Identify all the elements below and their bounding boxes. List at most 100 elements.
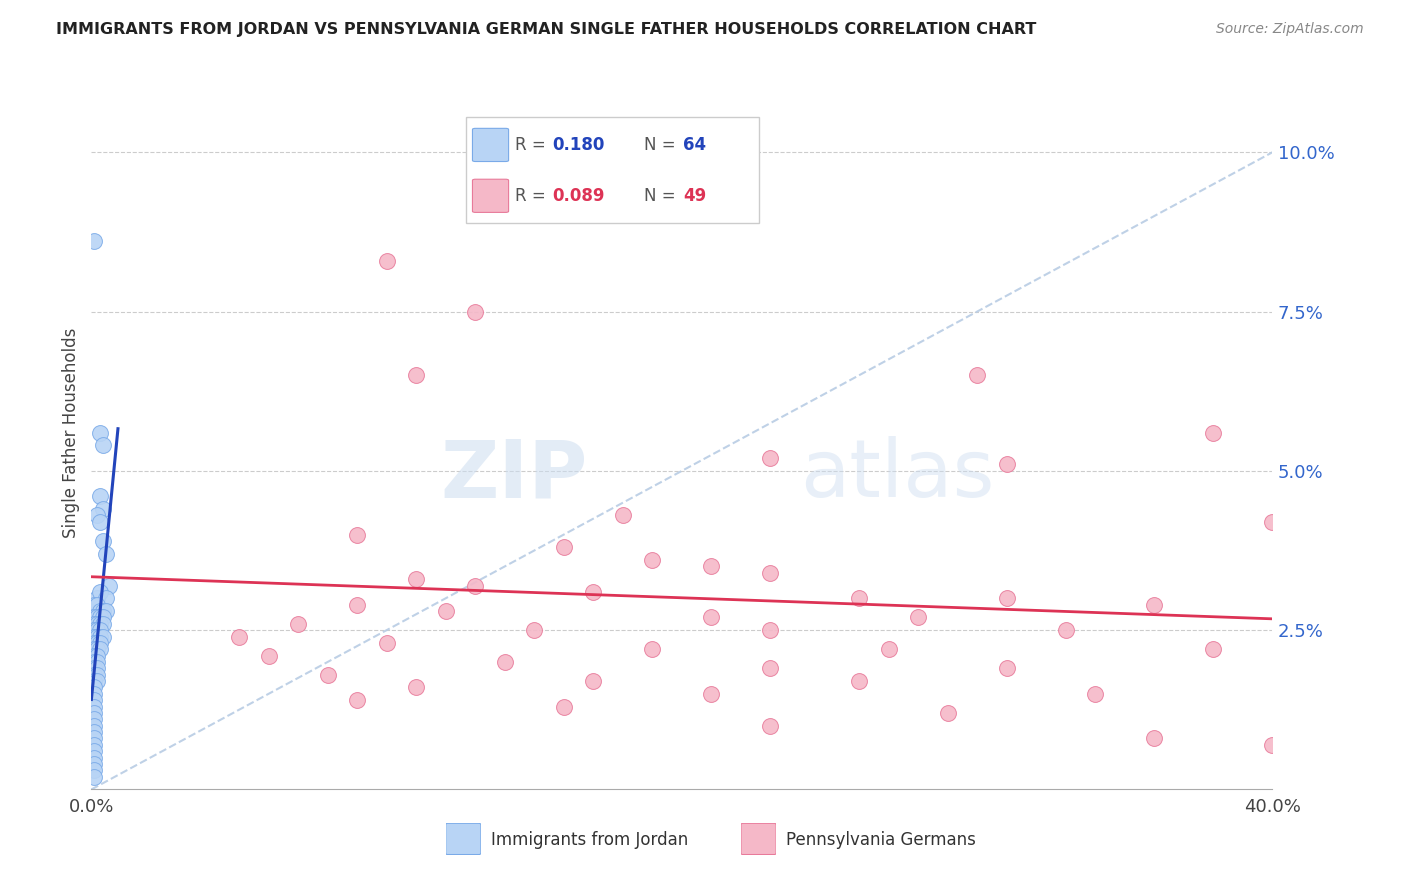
Point <box>83 744 105 758</box>
Point <box>86 674 108 689</box>
Point <box>700 687 723 701</box>
Point <box>641 642 664 657</box>
Point <box>83 770 105 784</box>
Point <box>83 598 105 612</box>
Point <box>86 616 108 631</box>
Point <box>346 598 368 612</box>
Point <box>848 674 870 689</box>
Point <box>434 604 457 618</box>
Point <box>1084 687 1107 701</box>
Point <box>1143 598 1166 612</box>
FancyBboxPatch shape <box>446 823 481 855</box>
Point <box>494 655 516 669</box>
Point <box>89 610 111 624</box>
Point <box>523 623 546 637</box>
Point <box>641 553 664 567</box>
Point <box>228 630 250 644</box>
Point <box>86 623 108 637</box>
Point <box>405 368 427 383</box>
Point <box>700 610 723 624</box>
Text: Source: ZipAtlas.com: Source: ZipAtlas.com <box>1216 22 1364 37</box>
Point <box>89 425 111 440</box>
Point <box>83 642 105 657</box>
Text: 0.180: 0.180 <box>553 136 605 154</box>
Y-axis label: Single Father Households: Single Father Households <box>62 327 80 538</box>
Point <box>1261 738 1284 752</box>
Point <box>91 438 114 452</box>
Point <box>83 712 105 726</box>
Point <box>464 578 486 592</box>
Point <box>89 515 111 529</box>
Point <box>86 591 108 606</box>
Point <box>257 648 280 663</box>
Point <box>995 661 1018 675</box>
Point <box>83 667 105 681</box>
Point <box>553 699 575 714</box>
Point <box>83 750 105 764</box>
Point <box>83 674 105 689</box>
Point <box>83 648 105 663</box>
Point <box>464 304 486 318</box>
Point <box>966 368 988 383</box>
Point <box>759 661 782 675</box>
Point <box>759 566 782 580</box>
Point <box>83 661 105 675</box>
Point <box>995 591 1018 606</box>
Point <box>1202 425 1225 440</box>
Point <box>83 764 105 778</box>
Point <box>89 636 111 650</box>
Point <box>759 623 782 637</box>
Point <box>91 604 114 618</box>
Point <box>86 648 108 663</box>
Point <box>89 623 111 637</box>
Point <box>91 616 114 631</box>
Point <box>582 674 605 689</box>
Point <box>83 616 105 631</box>
Point <box>83 687 105 701</box>
Point <box>91 533 114 548</box>
Point <box>86 661 108 675</box>
Point <box>759 451 782 466</box>
Point <box>91 502 114 516</box>
FancyBboxPatch shape <box>467 117 759 224</box>
Point <box>83 738 105 752</box>
Point <box>91 630 114 644</box>
Text: N =: N = <box>644 186 681 205</box>
FancyBboxPatch shape <box>472 128 509 161</box>
Point <box>1054 623 1077 637</box>
Point <box>89 585 111 599</box>
Point <box>877 642 900 657</box>
Text: atlas: atlas <box>800 436 994 515</box>
Point <box>89 616 111 631</box>
Point <box>83 630 105 644</box>
Point <box>83 756 105 771</box>
Point <box>83 719 105 733</box>
Point <box>848 591 870 606</box>
Point <box>83 655 105 669</box>
Point <box>89 604 111 618</box>
Point <box>405 572 427 586</box>
Point <box>86 508 108 523</box>
Point <box>86 655 108 669</box>
Text: 49: 49 <box>683 186 707 205</box>
Point <box>89 630 111 644</box>
Point <box>83 693 105 707</box>
Point <box>582 585 605 599</box>
Text: R =: R = <box>515 186 551 205</box>
Point <box>83 731 105 746</box>
Point <box>86 642 108 657</box>
Point <box>346 527 368 541</box>
Point <box>89 489 111 503</box>
Text: 0.089: 0.089 <box>553 186 605 205</box>
Point <box>936 706 959 720</box>
Point <box>96 591 118 606</box>
FancyBboxPatch shape <box>472 179 509 212</box>
Point <box>83 636 105 650</box>
Text: Pennsylvania Germans: Pennsylvania Germans <box>786 831 976 849</box>
Text: N =: N = <box>644 136 681 154</box>
Point <box>83 235 105 249</box>
Point <box>1261 515 1284 529</box>
Point <box>96 604 118 618</box>
FancyBboxPatch shape <box>741 823 776 855</box>
Point <box>375 636 398 650</box>
